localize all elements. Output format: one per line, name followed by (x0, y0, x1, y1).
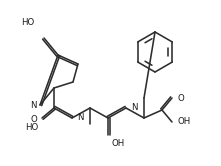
Text: OH: OH (177, 118, 190, 126)
Text: O: O (177, 93, 184, 102)
Text: N: N (77, 114, 84, 123)
Text: N: N (131, 103, 137, 113)
Text: HO: HO (25, 124, 38, 132)
Text: OH: OH (111, 138, 124, 148)
Text: HO: HO (21, 17, 34, 27)
Text: O: O (30, 116, 37, 124)
Text: N: N (30, 100, 36, 110)
